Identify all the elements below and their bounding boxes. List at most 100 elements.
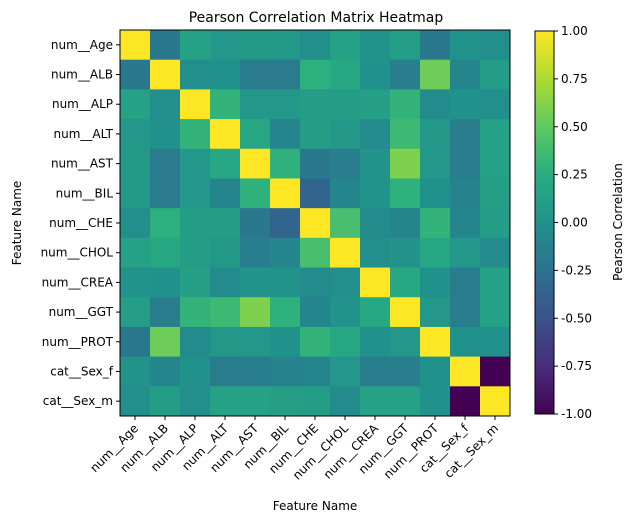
heatmap-cell xyxy=(210,178,241,209)
heatmap-cell xyxy=(480,119,511,150)
heatmap-cell xyxy=(210,89,241,120)
heatmap-cell xyxy=(330,178,361,209)
heatmap-cell xyxy=(270,148,301,179)
heatmap-cell xyxy=(450,386,481,417)
heatmap-cell xyxy=(270,297,301,328)
heatmap-cell xyxy=(480,267,511,298)
heatmap-cell xyxy=(120,237,151,269)
heatmap-cell xyxy=(270,119,301,150)
heatmap-cell xyxy=(240,30,271,61)
colorbar-tick-label: 0.75 xyxy=(561,72,588,86)
heatmap-cell xyxy=(150,297,181,328)
heatmap-cell xyxy=(300,297,331,328)
y-tick-label: num__CHE xyxy=(49,216,113,230)
colorbar-tick-label: 0.00 xyxy=(561,216,588,230)
heatmap-cell xyxy=(330,59,361,90)
heatmap-cell xyxy=(270,386,301,417)
heatmap-cell xyxy=(300,356,331,387)
heatmap-cell xyxy=(390,267,421,298)
heatmap-cell xyxy=(270,59,301,90)
heatmap-cell xyxy=(480,237,511,269)
heatmap-cell xyxy=(270,30,301,61)
heatmap-cell xyxy=(300,178,331,209)
heatmap-cell xyxy=(420,386,451,417)
heatmap-cell xyxy=(330,148,361,179)
heatmap-cell xyxy=(420,297,451,328)
heatmap-cell xyxy=(420,267,451,298)
heatmap-cell xyxy=(300,237,331,269)
heatmap-cell xyxy=(420,89,451,120)
heatmap-cell xyxy=(240,59,271,90)
heatmap-cell xyxy=(180,386,211,417)
heatmap-cell xyxy=(420,208,451,239)
heatmap-cell xyxy=(150,119,181,150)
colorbar-tick-label: 1.00 xyxy=(561,24,588,38)
heatmap-cell xyxy=(420,237,451,269)
y-axis-label: Feature Name xyxy=(10,181,24,266)
heatmap-cell xyxy=(420,356,451,387)
colorbar-tick-label: -0.75 xyxy=(561,359,592,373)
heatmap-cell xyxy=(150,148,181,179)
colorbar xyxy=(534,30,555,415)
heatmap-cell xyxy=(360,59,391,90)
colorbar-tick-label: -0.25 xyxy=(561,263,592,277)
heatmap-cell xyxy=(420,59,451,90)
heatmap-cell xyxy=(240,148,271,179)
heatmap-cell xyxy=(240,267,271,298)
heatmap-cell xyxy=(240,237,271,269)
heatmap-cell xyxy=(180,30,211,61)
heatmap-cell xyxy=(150,386,181,417)
heatmap-cell xyxy=(480,208,511,239)
heatmap-cell xyxy=(420,30,451,61)
heatmap-cell xyxy=(480,59,511,90)
heatmap-cell xyxy=(360,208,391,239)
heatmap-cell xyxy=(210,326,241,358)
heatmap-cell xyxy=(150,208,181,239)
heatmap-cell xyxy=(360,326,391,358)
heatmap-cell xyxy=(240,297,271,328)
heatmap-cell xyxy=(360,356,391,387)
heatmap-cell xyxy=(420,119,451,150)
heatmap-cell xyxy=(390,178,421,209)
heatmap-cell xyxy=(330,326,361,358)
heatmap-cell xyxy=(150,267,181,298)
heatmap-cell xyxy=(330,30,361,61)
heatmap-cell xyxy=(480,386,511,417)
heatmap-cell xyxy=(330,237,361,269)
y-tick-label: num__ALB xyxy=(51,68,113,82)
heatmap-cell xyxy=(270,267,301,298)
y-tick-labels: num__Age num__ALB num__ALP num__ALT num__AST… xyxy=(41,38,120,408)
heatmap-cell xyxy=(300,148,331,179)
colorbar-tick-label: -1.00 xyxy=(561,407,592,421)
heatmap-cell xyxy=(450,119,481,150)
heatmap-cell xyxy=(210,30,241,61)
heatmap-cell xyxy=(390,30,421,61)
heatmap-cell xyxy=(120,356,151,387)
heatmap-cell xyxy=(480,178,511,209)
heatmap-cell xyxy=(120,386,151,417)
heatmap-cell xyxy=(480,89,511,120)
heatmap-cell xyxy=(240,356,271,387)
heatmap-cell xyxy=(180,59,211,90)
heatmap-cell xyxy=(360,89,391,120)
heatmap-cell xyxy=(240,89,271,120)
x-tick-labels: num__Agenum__ALBnum__ALPnum__ALTnum__AST… xyxy=(87,416,501,482)
colorbar-ticks: 1.00 0.75 0.50 0.25 0.00 -0.25 -0.50 -0.75 -1.00 xyxy=(554,24,592,421)
heatmap-cell xyxy=(120,297,151,328)
heatmap-cell xyxy=(210,356,241,387)
y-tick-label: num__AST xyxy=(51,157,114,171)
heatmap-cell xyxy=(330,386,361,417)
heatmap-cell xyxy=(390,237,421,269)
colorbar-tick-label: 0.25 xyxy=(561,168,588,182)
y-tick-label: num__Age xyxy=(51,38,113,52)
heatmap-cell xyxy=(180,356,211,387)
heatmap-cell xyxy=(120,30,151,61)
heatmap-cell xyxy=(360,148,391,179)
y-tick-label: num__CREA xyxy=(42,275,114,289)
heatmap-cell xyxy=(360,386,391,417)
y-tick-label: cat__Sex_m xyxy=(43,394,113,408)
heatmap-cell xyxy=(480,30,511,61)
heatmap-cell xyxy=(360,178,391,209)
heatmap-cell xyxy=(300,267,331,298)
